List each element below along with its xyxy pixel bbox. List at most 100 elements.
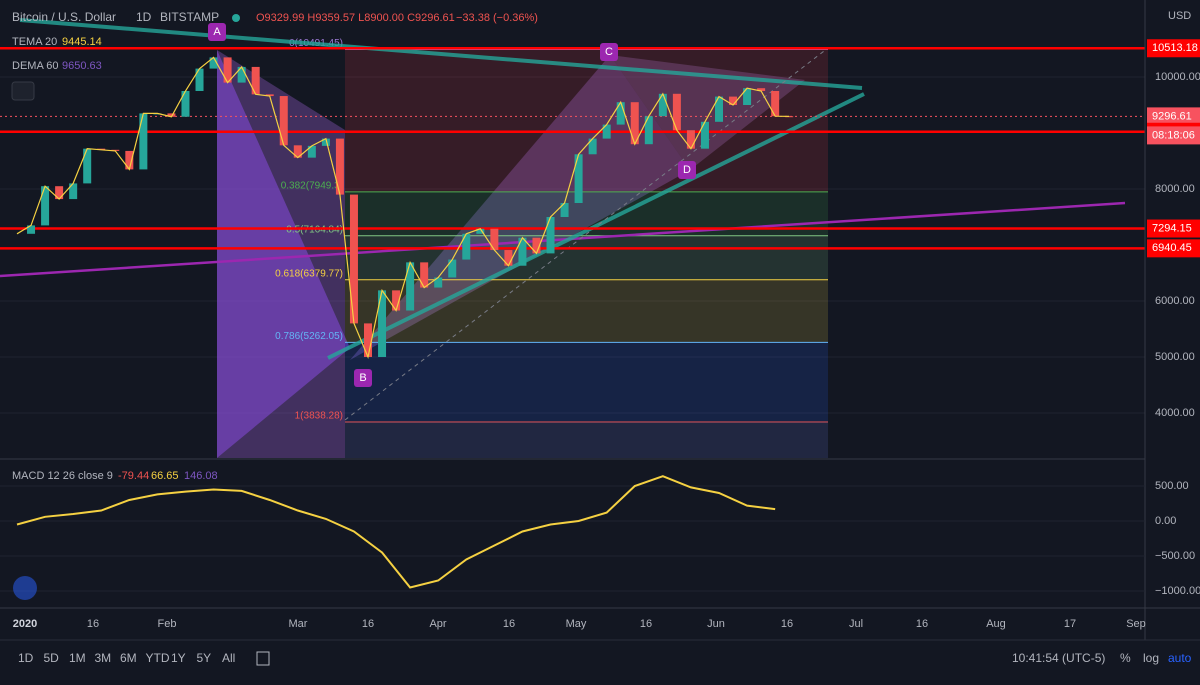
fib-band — [345, 342, 828, 423]
candle — [265, 94, 274, 97]
countdown: 08:18:06 — [1152, 129, 1195, 141]
range-button[interactable]: 1M — [69, 651, 86, 665]
candle — [307, 145, 316, 158]
macd-tick-label: −1000.00 — [1155, 585, 1200, 597]
fib-band — [345, 422, 828, 458]
candle — [406, 262, 415, 311]
range-button[interactable]: 1Y — [171, 651, 186, 665]
candle — [757, 88, 766, 91]
candle — [715, 96, 723, 122]
time-label: Mar — [289, 618, 308, 630]
time-label: May — [566, 618, 587, 630]
exchange: BITSTAMP — [160, 10, 219, 24]
candle — [743, 88, 752, 105]
fib-band — [345, 235, 828, 280]
macd-tick-label: 500.00 — [1155, 480, 1189, 492]
legend: Bitcoin / U.S. Dollar 1D BITSTAMP O9329.99 … — [12, 10, 538, 72]
price-marker-box — [1147, 107, 1200, 126]
candle — [55, 186, 64, 200]
point-label: B — [359, 372, 366, 384]
scale-option[interactable]: log — [1143, 651, 1159, 665]
candle — [574, 154, 583, 203]
point-label: C — [605, 46, 613, 58]
candle — [462, 233, 471, 260]
logo[interactable] — [13, 576, 37, 600]
time-label: Feb — [158, 618, 177, 630]
macd-value: 66.65 — [151, 470, 179, 482]
candle — [672, 93, 681, 131]
time-label: Sep — [1126, 618, 1146, 630]
countdown-box — [1147, 126, 1200, 145]
time-label: 16 — [916, 618, 928, 630]
candle — [644, 116, 653, 145]
grid — [0, 76, 1145, 414]
candle — [434, 277, 443, 288]
price-marker-label: 10513.18 — [1152, 42, 1198, 54]
candle — [504, 250, 513, 266]
macd-value: 146.08 — [184, 470, 218, 482]
price-tick-label: 6000.00 — [1155, 295, 1195, 307]
candle — [279, 96, 288, 146]
ohlc: O9329.99 H9359.57 L8900.00 C9296.61 — [256, 12, 455, 24]
candle — [41, 186, 50, 226]
price-marker-box — [1147, 239, 1200, 258]
price-tick-label: 8000.00 — [1155, 183, 1195, 195]
candle — [532, 237, 541, 254]
candle — [321, 138, 330, 146]
trend-line — [344, 47, 829, 421]
currency-label: USD — [1168, 10, 1191, 22]
xabcd-shape — [217, 50, 350, 458]
candle — [335, 138, 344, 195]
candle — [69, 183, 78, 200]
scale-option[interactable]: auto — [1168, 651, 1192, 665]
range-button[interactable]: 6M — [120, 651, 137, 665]
candle — [785, 116, 794, 118]
fib-band — [345, 49, 828, 192]
range-button[interactable]: 3M — [95, 651, 112, 665]
time-label: 16 — [640, 618, 652, 630]
point-label: D — [683, 164, 691, 176]
candle — [195, 68, 204, 91]
price-marker-box — [1147, 39, 1200, 58]
candle — [125, 150, 134, 170]
axes: 10000.00 8000.00 6000.00 5000.00 4000.00 USD 1… — [13, 10, 1200, 630]
candle — [729, 96, 738, 105]
candle — [181, 91, 190, 117]
fib-label: 0.5(7164.84) — [286, 224, 343, 235]
price-marker-label: 9296.61 — [1152, 110, 1192, 122]
fib-label: 0.786(5262.05) — [275, 331, 343, 342]
range-button[interactable]: 1D — [18, 651, 34, 665]
symbol: Bitcoin / U.S. Dollar — [12, 10, 116, 24]
fib-retracement: 0(10491.45)0.382(7949.3)0.5(7164.84)0.61… — [275, 38, 828, 458]
scale-option[interactable]: % — [1120, 651, 1131, 665]
candle — [490, 228, 499, 251]
candle — [209, 57, 218, 69]
range-button[interactable]: 5D — [44, 651, 60, 665]
candle — [420, 262, 429, 288]
collapse-button[interactable] — [11, 81, 35, 101]
range-button[interactable]: YTD — [146, 651, 170, 665]
candle — [771, 91, 780, 117]
candle — [251, 66, 260, 95]
fib-label: 0.382(7949.3) — [281, 180, 343, 191]
price-marker-box — [1147, 219, 1200, 238]
time-label: 16 — [87, 618, 99, 630]
range-button[interactable]: 5Y — [197, 651, 212, 665]
time-label: Jun — [707, 618, 725, 630]
candle — [658, 93, 667, 117]
interval: 1D — [136, 10, 152, 24]
time-label: 17 — [1064, 618, 1076, 630]
candle — [223, 57, 232, 83]
indicator-value: 9445.14 — [62, 36, 102, 48]
fib-label: 0.618(6379.77) — [275, 268, 343, 279]
price-marker-label: 7294.15 — [1152, 222, 1192, 234]
horizontal-lines — [0, 47, 1145, 250]
candle — [518, 237, 527, 266]
goto-date-button[interactable] — [256, 651, 270, 666]
fib-band — [345, 279, 828, 343]
time-label: Aug — [986, 618, 1006, 630]
time-label: 16 — [362, 618, 374, 630]
range-button[interactable]: All — [222, 651, 235, 665]
candle — [364, 323, 372, 357]
